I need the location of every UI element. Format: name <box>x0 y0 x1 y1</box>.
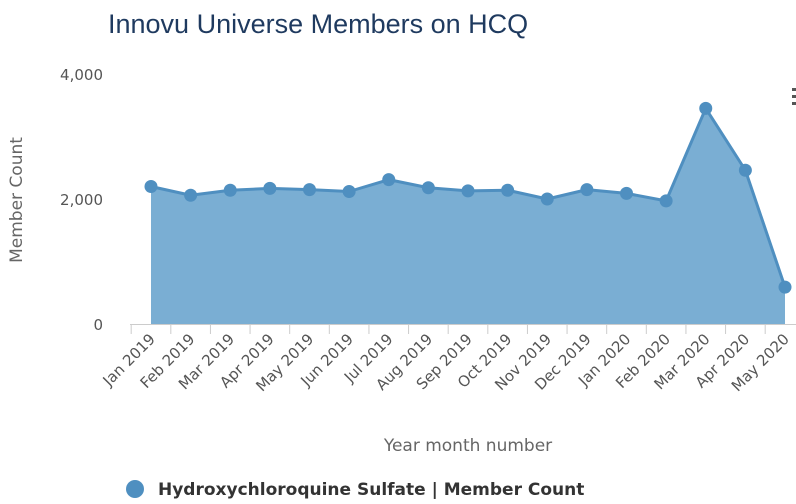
y-axis: 0 2,000 4,000 <box>60 66 103 334</box>
data-point[interactable] <box>501 183 515 197</box>
series-area <box>151 108 785 324</box>
y-tick-label: 2,000 <box>60 191 103 209</box>
data-point[interactable] <box>620 186 633 200</box>
legend[interactable]: Hydroxychloroquine Sulfate | Member Coun… <box>126 480 584 500</box>
data-point[interactable] <box>580 183 594 197</box>
data-point[interactable] <box>461 184 475 198</box>
plot-area <box>144 101 792 324</box>
y-tick-label: 0 <box>93 316 103 334</box>
data-point[interactable] <box>382 173 396 187</box>
legend-label: Hydroxychloroquine Sulfate | Member Coun… <box>158 480 584 500</box>
data-point[interactable] <box>699 101 713 115</box>
data-point[interactable] <box>540 192 554 206</box>
data-point[interactable] <box>263 181 277 195</box>
data-point[interactable] <box>223 183 237 197</box>
chart-title: Innovu Universe Members on HCQ <box>108 9 528 39</box>
data-point[interactable] <box>303 183 316 197</box>
legend-marker <box>126 480 144 498</box>
data-point[interactable] <box>421 181 435 195</box>
data-point[interactable] <box>778 280 792 294</box>
data-point[interactable] <box>659 194 673 208</box>
data-point[interactable] <box>144 180 158 193</box>
data-point[interactable] <box>342 185 356 198</box>
data-point[interactable] <box>738 163 752 177</box>
y-tick-label: 4,000 <box>60 66 103 84</box>
context-menu-icon[interactable] <box>792 88 796 105</box>
data-point[interactable] <box>184 188 198 202</box>
y-axis-title: Member Count <box>7 137 27 263</box>
x-axis-title: Year month number <box>383 436 552 456</box>
